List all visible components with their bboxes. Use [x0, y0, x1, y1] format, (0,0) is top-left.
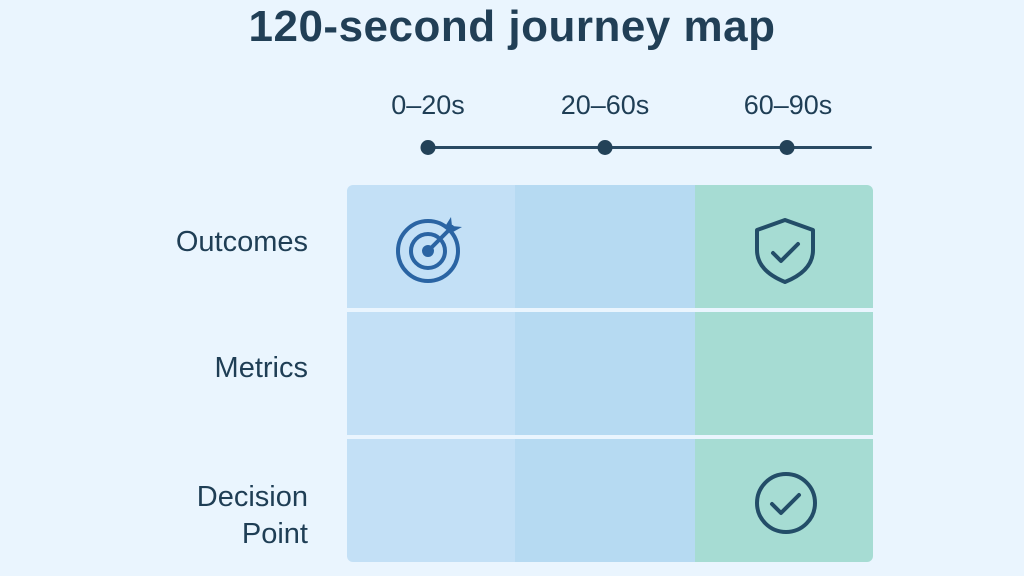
timeline-dot	[779, 140, 795, 155]
stage-label-60-90s: 60–90s	[743, 90, 833, 120]
grid-cell-metrics-0-20s	[347, 312, 515, 435]
page-title: 120-second journey map	[248, 2, 776, 51]
grid-cell-decision-60-90s	[695, 439, 873, 562]
row-label-metrics: Metrics	[214, 352, 308, 384]
target-icon	[396, 217, 462, 283]
journey-grid	[347, 185, 873, 562]
row-label-outcomes: Outcomes	[175, 226, 308, 258]
row-label-line: Point	[241, 518, 308, 550]
grid-cell-outcomes-0-20s	[347, 185, 515, 308]
row-label-decision-point: Decision Point	[197, 479, 308, 553]
grid-cell-outcomes-60-90s	[695, 185, 873, 308]
row-label-line: Decision	[196, 481, 308, 513]
check-circle-icon	[755, 472, 817, 534]
timeline-line	[428, 146, 872, 149]
grid-cell-metrics-60-90s	[695, 312, 873, 435]
grid-cell-outcomes-20-60s	[515, 185, 695, 308]
stage-label-20-60s: 20–60s	[560, 90, 650, 120]
grid-cell-decision-20-60s	[515, 439, 695, 562]
shield-check-icon	[755, 218, 815, 284]
grid-cell-decision-0-20s	[347, 439, 515, 562]
timeline-dot	[597, 140, 613, 155]
grid-cell-metrics-20-60s	[515, 312, 695, 435]
stage-label-0-20s: 0–20s	[391, 90, 465, 120]
timeline-dot	[420, 140, 436, 155]
